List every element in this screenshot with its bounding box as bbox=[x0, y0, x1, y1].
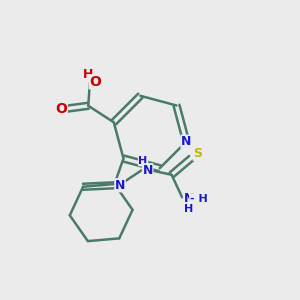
Text: N: N bbox=[115, 179, 125, 192]
Text: H: H bbox=[184, 204, 193, 214]
Text: S: S bbox=[193, 147, 202, 160]
Text: H: H bbox=[139, 156, 148, 166]
Text: - H: - H bbox=[190, 194, 208, 204]
Text: N: N bbox=[142, 164, 153, 177]
Text: N: N bbox=[184, 192, 194, 205]
Text: N: N bbox=[181, 135, 191, 148]
Text: O: O bbox=[89, 75, 101, 89]
Text: H: H bbox=[83, 68, 94, 81]
Text: O: O bbox=[55, 102, 67, 116]
